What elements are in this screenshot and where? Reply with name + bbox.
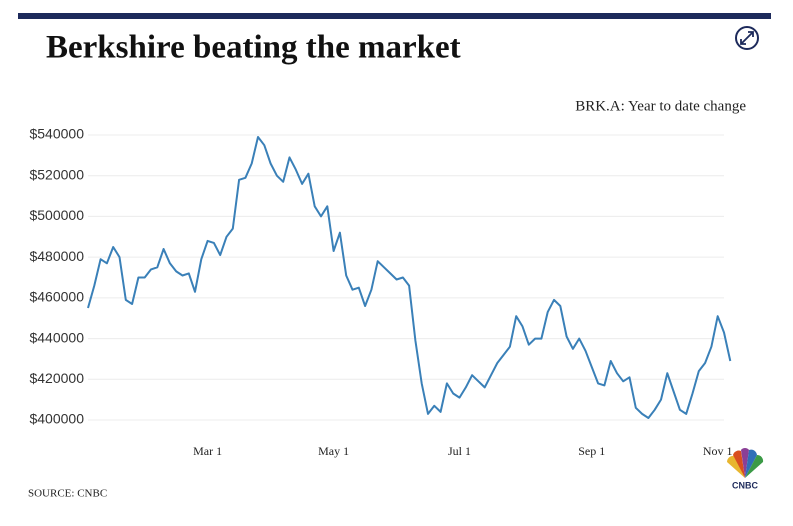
subtitle: BRK.A: Year to date change — [575, 98, 746, 114]
logo-text: CNBC — [732, 480, 758, 490]
x-tick-label: Mar 1 — [193, 444, 222, 458]
y-tick-label: $460000 — [29, 289, 84, 305]
y-tick-label: $480000 — [29, 248, 84, 264]
y-tick-label: $520000 — [29, 166, 84, 182]
source: SOURCE: CNBC — [28, 488, 107, 500]
x-tick-label: May 1 — [318, 444, 349, 458]
cnbc-logo: CNBC — [726, 448, 764, 490]
y-tick-label: $500000 — [29, 207, 84, 223]
expand-icon[interactable] — [735, 26, 759, 50]
chart-title: Berkshire beating the market — [46, 30, 461, 66]
top-bar — [18, 13, 771, 19]
y-tick-label: $420000 — [29, 370, 84, 386]
x-tick-label: Jul 1 — [448, 444, 471, 458]
y-tick-label: $400000 — [29, 411, 84, 427]
line — [87, 136, 732, 419]
x-tick-label: Sep 1 — [578, 444, 605, 458]
y-tick-label: $440000 — [29, 329, 84, 345]
x-tick-label: Nov 1 — [703, 444, 733, 458]
y-tick-label: $540000 — [29, 126, 84, 142]
